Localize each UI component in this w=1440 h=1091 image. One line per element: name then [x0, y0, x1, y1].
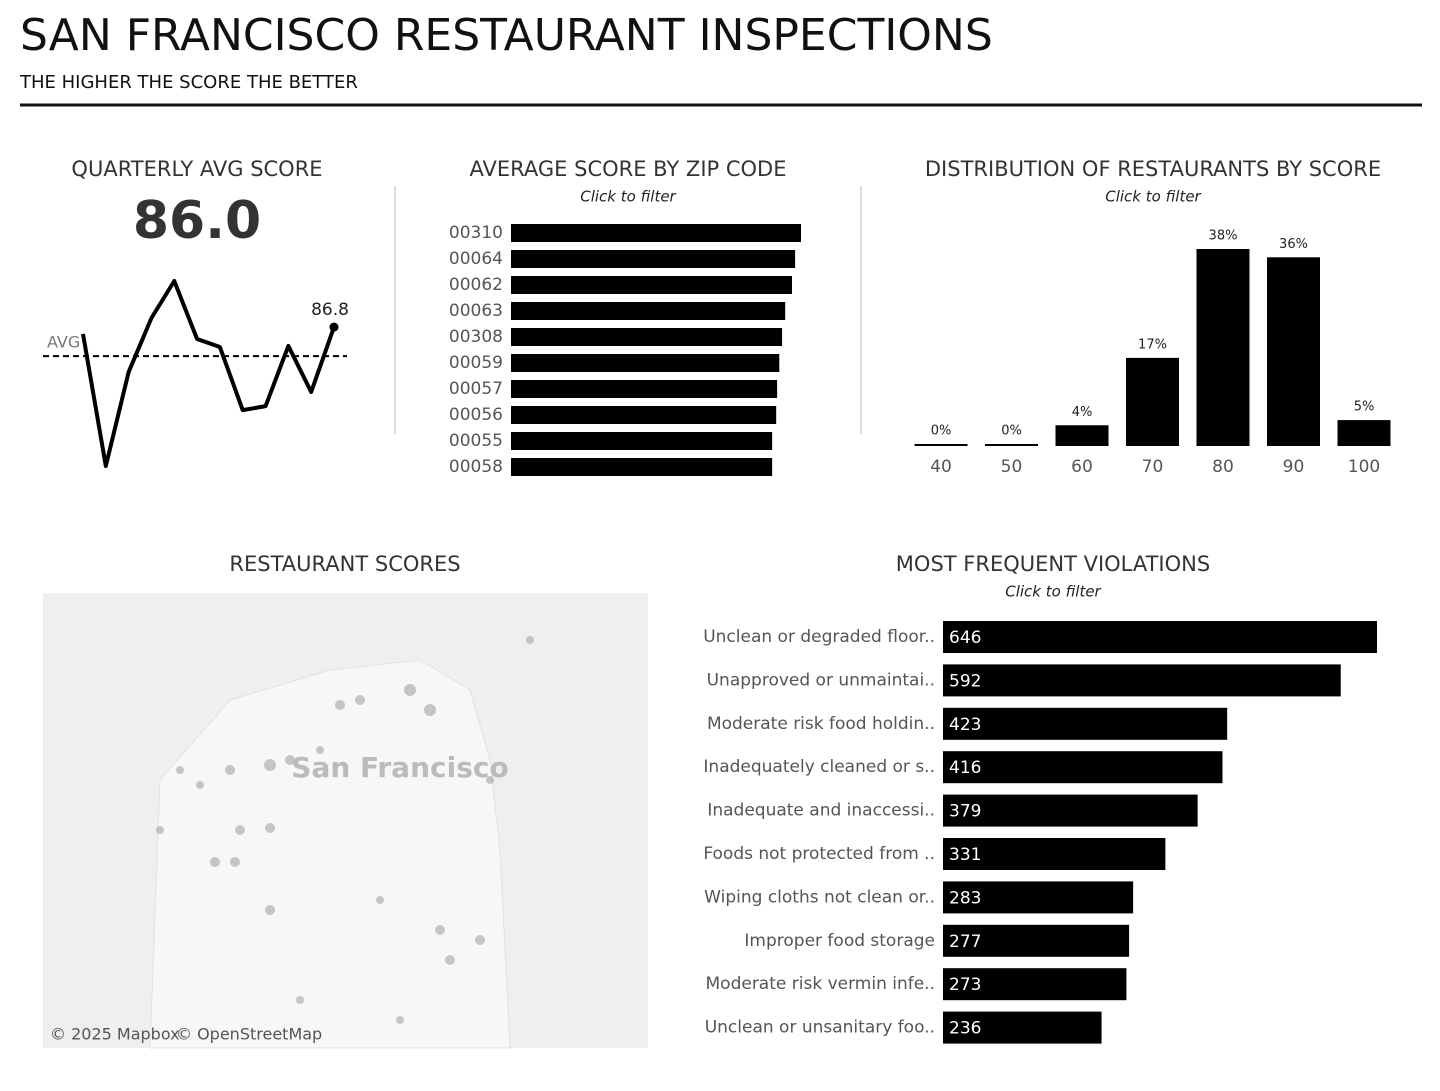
bar	[943, 838, 1166, 870]
category-label: Foods not protected from ..	[703, 844, 935, 864]
value-label: 36%	[1279, 237, 1308, 252]
category-label: 00058	[449, 457, 503, 477]
bar	[511, 328, 783, 346]
category-label: Inadequate and inaccessi..	[707, 801, 935, 821]
bar	[511, 276, 793, 294]
bar	[511, 302, 786, 320]
bar	[511, 250, 796, 268]
bar	[511, 354, 780, 372]
category-label: Inadequately cleaned or s..	[703, 757, 935, 777]
value-label: 331	[949, 845, 981, 865]
category-label: Unclean or unsanitary foo..	[705, 1018, 935, 1038]
bar	[511, 458, 773, 476]
value-label: 592	[949, 671, 981, 691]
bar	[943, 1011, 1102, 1044]
bar	[511, 406, 777, 424]
bar	[943, 968, 1127, 1001]
category-label: Wiping cloths not clean or..	[704, 887, 935, 907]
category-label: 00057	[449, 379, 503, 399]
chart-title: AVERAGE SCORE BY ZIP CODE	[470, 157, 787, 181]
bar	[511, 224, 801, 242]
value-label: 423	[949, 715, 981, 735]
bar	[943, 924, 1130, 957]
dashboard-subtitle: THE HIGHER THE SCORE THE BETTER	[19, 72, 358, 93]
land	[149, 659, 511, 1049]
value-label: 5%	[1354, 400, 1375, 415]
chart-title: QUARTERLY AVG SCORE	[71, 157, 322, 181]
bar	[511, 432, 773, 450]
value-label: 38%	[1209, 229, 1238, 244]
value-label: 0%	[1001, 424, 1022, 439]
value-label: 17%	[1138, 337, 1167, 352]
reference-label: AVG	[47, 333, 80, 352]
category-label: 00056	[449, 405, 503, 425]
bar	[1196, 249, 1250, 446]
value-label: 416	[949, 758, 981, 778]
value-label: 86.8	[311, 300, 349, 320]
bar	[914, 444, 968, 446]
value-label: 277	[949, 932, 981, 952]
chart-title: RESTAURANT SCORES	[229, 552, 460, 576]
category-label: 00063	[449, 301, 503, 321]
category-label: 00055	[449, 431, 503, 451]
category-label: Moderate risk vermin infe..	[706, 974, 936, 994]
value-label: 283	[949, 888, 981, 908]
bar	[1126, 357, 1179, 446]
restaurant-dots	[156, 636, 534, 1024]
bar	[1055, 425, 1109, 446]
category-label: 00064	[449, 249, 503, 269]
value-label: 646	[949, 628, 981, 648]
value-label: 379	[949, 802, 981, 822]
dashboard-title: SAN FRANCISCO RESTAURANT INSPECTIONS	[20, 10, 993, 61]
value-label: 4%	[1072, 405, 1093, 420]
bar	[943, 707, 1228, 740]
bar	[943, 664, 1341, 697]
kpi: 86.0	[133, 191, 261, 251]
chart-title: MOST FREQUENT VIOLATIONS	[896, 552, 1210, 576]
attribution: © 2025 Mapbox	[50, 1025, 180, 1044]
bar	[1337, 420, 1391, 446]
bar	[943, 621, 1377, 653]
category-label: Unapproved or unmaintai..	[707, 670, 935, 690]
value-label: 0%	[931, 424, 952, 439]
chart-subtitle: Click to filter	[580, 188, 676, 206]
bar	[985, 444, 1038, 446]
bar	[943, 794, 1198, 827]
last-point	[329, 322, 339, 332]
bar	[943, 751, 1223, 784]
chart-subtitle: Click to filter	[1005, 583, 1101, 601]
x-tick-label: 90	[1283, 457, 1305, 477]
value-label: 236	[949, 1019, 981, 1039]
bar	[1267, 257, 1320, 446]
chart-title: DISTRIBUTION OF RESTAURANTS BY SCORE	[925, 157, 1381, 181]
x-tick-label: 50	[1001, 457, 1023, 477]
bar	[943, 881, 1134, 914]
category-label: Moderate risk food holdin..	[707, 714, 935, 734]
category-label: Unclean or degraded floor..	[703, 627, 935, 647]
category-label: 00308	[449, 327, 503, 347]
x-tick-label: 100	[1348, 457, 1380, 477]
place-label: San Francisco	[291, 751, 508, 784]
bar	[511, 380, 778, 398]
value-label: 273	[949, 975, 981, 995]
x-tick-label: 40	[930, 457, 952, 477]
category-label: 00059	[449, 353, 503, 373]
score-line	[81, 279, 336, 468]
category-label: Improper food storage	[744, 931, 935, 951]
category-label: 00310	[449, 223, 503, 243]
map[interactable]	[43, 593, 648, 1049]
x-tick-label: 70	[1142, 457, 1164, 477]
x-tick-label: 80	[1212, 457, 1234, 477]
chart-subtitle: Click to filter	[1105, 188, 1201, 206]
category-label: 00062	[449, 275, 503, 295]
x-tick-label: 60	[1071, 457, 1093, 477]
attribution: © OpenStreetMap	[176, 1025, 322, 1044]
